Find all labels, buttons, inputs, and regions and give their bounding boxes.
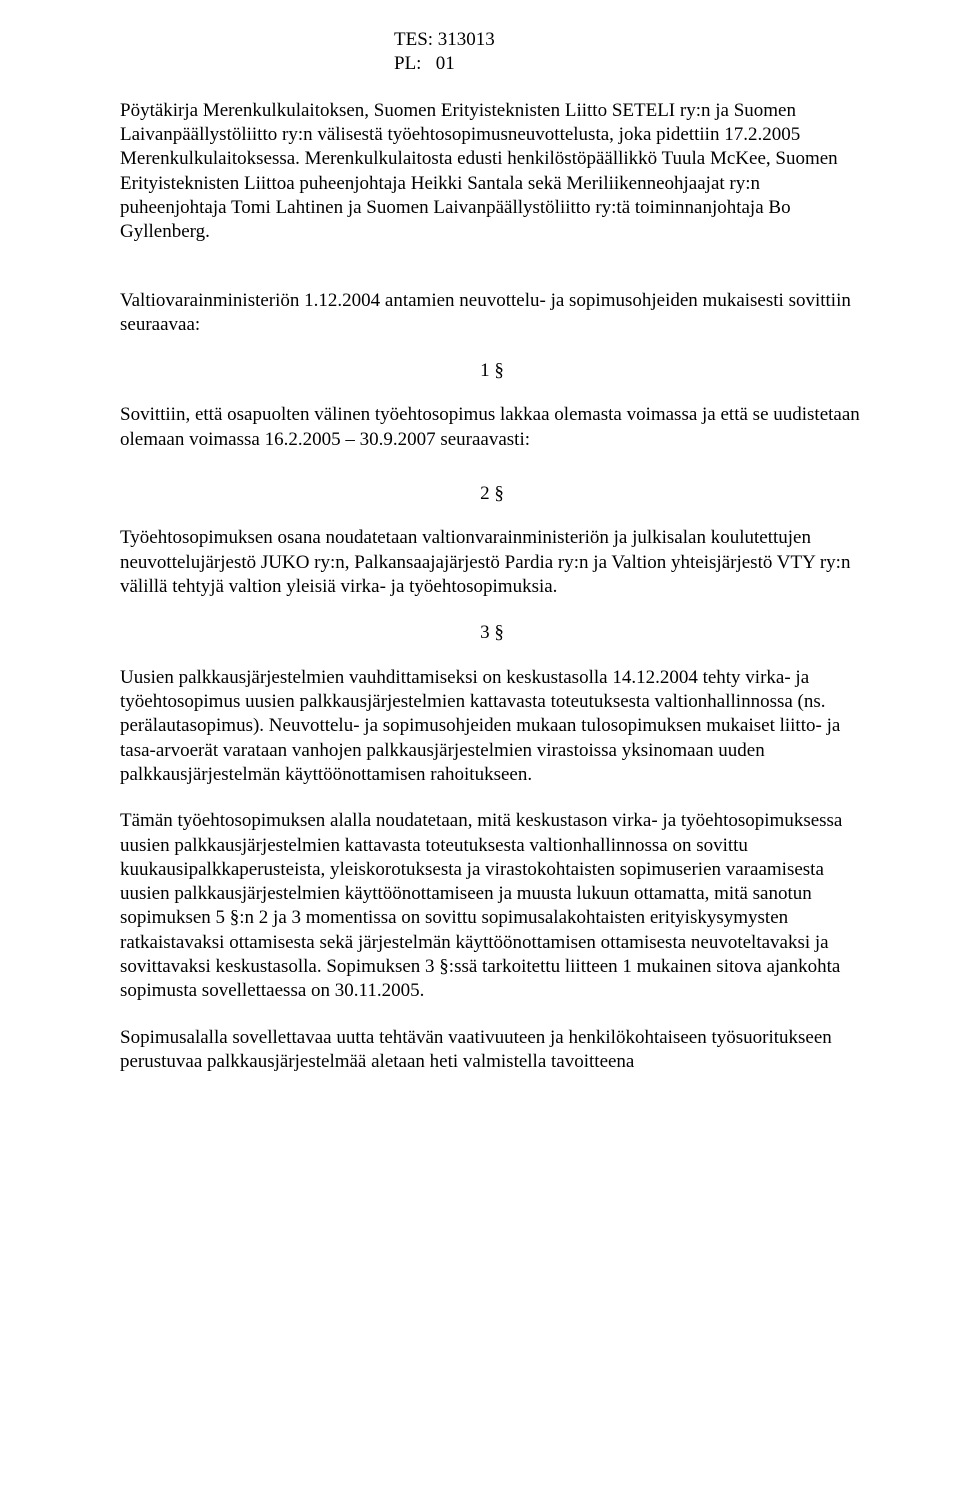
- section-2-paragraph: Työehtosopimuksen osana noudatetaan valt…: [120, 526, 864, 599]
- section-1-heading: 1 §: [120, 359, 864, 383]
- section-2-heading: 2 §: [120, 482, 864, 506]
- section-1-paragraph: Sovittiin, että osapuolten välinen työeh…: [120, 403, 864, 452]
- section-3-paragraph-2: Tämän työehtosopimuksen alalla noudateta…: [120, 809, 864, 1004]
- document-header: TES: 313013 PL: 01: [394, 28, 864, 77]
- section-3-paragraph-1: Uusien palkkausjärjestelmien vauhdittami…: [120, 666, 864, 788]
- section-3-paragraph-3: Sopimusalalla sovellettavaa uutta tehtäv…: [120, 1026, 864, 1075]
- header-line-tes: TES: 313013: [394, 28, 864, 52]
- preamble-paragraph: Valtiovarainministeriön 1.12.2004 antami…: [120, 289, 864, 338]
- section-3-heading: 3 §: [120, 621, 864, 645]
- header-line-pl: PL: 01: [394, 52, 864, 76]
- intro-paragraph: Pöytäkirja Merenkulkulaitoksen, Suomen E…: [120, 99, 864, 245]
